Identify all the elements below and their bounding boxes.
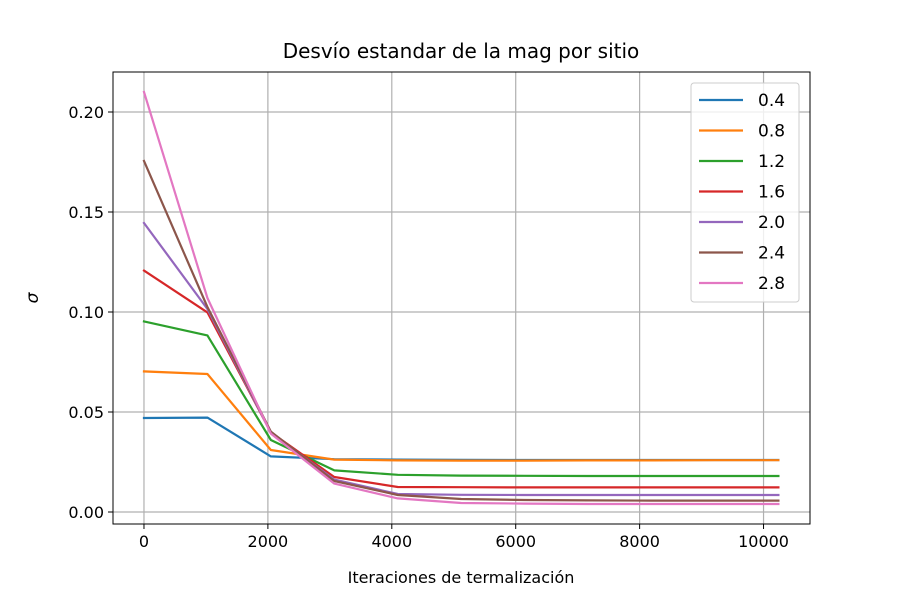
legend-label: 1.6	[758, 183, 785, 203]
legend-label: 2.8	[758, 274, 785, 294]
legend-box	[690, 82, 800, 303]
series-line-2.8	[142, 90, 780, 506]
legend-label: 2.0	[758, 213, 785, 233]
series-line-0.8	[142, 370, 780, 462]
y-tick-label: 0.00	[68, 503, 104, 522]
x-tick-label: 10000	[738, 532, 789, 551]
y-tick-label: 0.10	[68, 303, 104, 322]
x-tick-label: 6000	[495, 532, 536, 551]
legend-label: 2.4	[758, 244, 785, 264]
y-axis-label: σ	[23, 291, 43, 303]
x-tick-label: 4000	[371, 532, 412, 551]
tick-layer: 0 2000 4000 6000 8000 10000 0.00 0.05 0.10 0.15 0.…	[68, 103, 789, 551]
y-tick-label: 0.05	[68, 403, 104, 422]
y-tick-label: 0.15	[68, 203, 104, 222]
series-layer	[142, 90, 780, 506]
legend-label: 0.4	[758, 91, 785, 111]
legend: 0.4 0.8 1.2 1.6 2.0 2.4 2.8	[690, 82, 800, 303]
plot-frame	[112, 71, 811, 525]
legend-label: 0.8	[758, 122, 785, 142]
y-tick-label: 0.20	[68, 103, 104, 122]
chart-title: Desvío estandar de la mag por sitio	[283, 39, 640, 63]
x-tick-label: 0	[139, 532, 149, 551]
x-tick-label: 8000	[619, 532, 660, 551]
x-tick-label: 2000	[248, 532, 289, 551]
x-axis-label: Iteraciones de termalización	[348, 568, 575, 587]
legend-label: 1.2	[758, 152, 785, 172]
series-line-1.2	[142, 320, 780, 478]
